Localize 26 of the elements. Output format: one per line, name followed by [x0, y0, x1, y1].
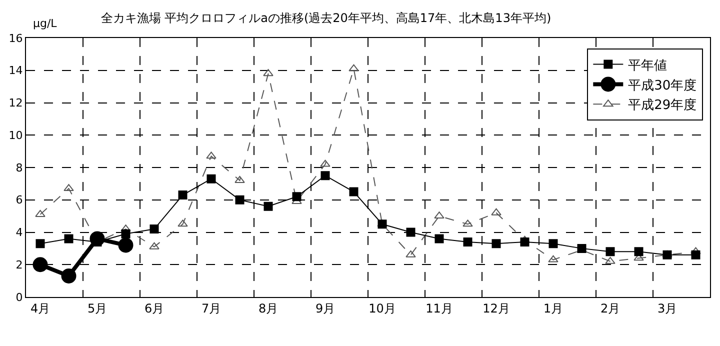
y-tick-label: 4	[16, 226, 23, 240]
x-tick-label: 11月	[426, 301, 453, 316]
y-tick-label: 12	[8, 96, 23, 110]
x-tick-label: 2月	[600, 301, 620, 316]
y-tick-label: 0	[16, 290, 23, 304]
x-tick-label: 10月	[368, 301, 396, 316]
y-tick-label: 6	[16, 194, 23, 207]
y-tick-label: 8	[16, 161, 23, 174]
x-tick-label: 4月	[30, 301, 50, 316]
y-tick-label: 14	[8, 64, 23, 78]
legend-label: 平成30年度	[628, 77, 697, 94]
x-tick-label: 3月	[657, 301, 678, 316]
x-tick-label: 12月	[482, 301, 510, 316]
chart-title: 全カキ漁場 平均クロロフィルaの推移(過去20年平均、高島17年、北木島13年平均)	[100, 11, 552, 26]
y-tick-label: 16	[8, 32, 23, 45]
legend-label: 平成29年度	[628, 97, 697, 114]
x-tick-label: 5月	[87, 301, 108, 316]
x-tick-label: 1月	[543, 301, 564, 316]
y-tick-label: 10	[8, 128, 23, 142]
x-tick-label: 9月	[315, 301, 336, 316]
y-tick-label: 2	[16, 258, 23, 272]
y-axis-title: μg/L	[33, 17, 58, 30]
x-tick-label: 6月	[144, 301, 164, 316]
legend-label: 平年値	[628, 58, 668, 74]
x-tick-label: 7月	[201, 301, 222, 316]
x-tick-label: 8月	[258, 301, 278, 316]
